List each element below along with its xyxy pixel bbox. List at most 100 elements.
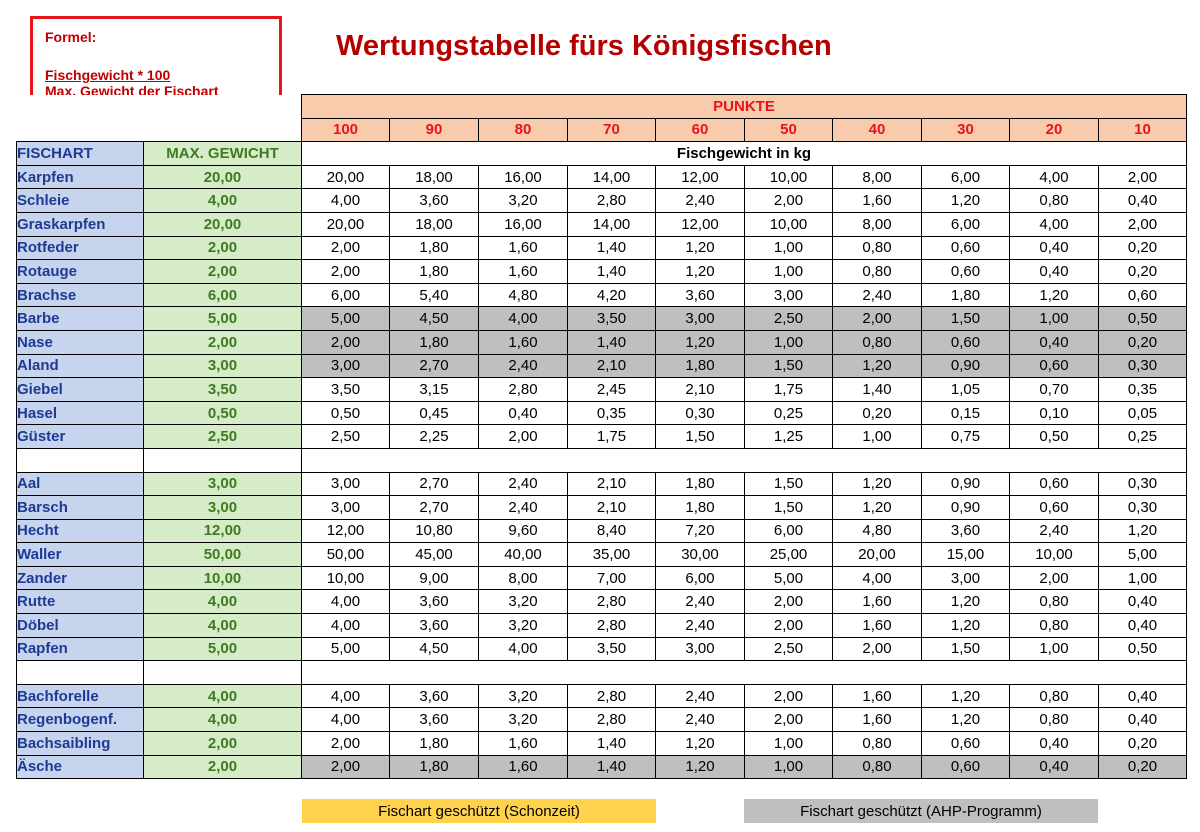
weight-cell: 0,90: [921, 495, 1010, 520]
weight-cell: 1,20: [655, 235, 745, 261]
fish-name: Brachse: [16, 282, 144, 308]
weight-cell: 1,40: [567, 329, 656, 355]
fish-name: Schleie: [16, 188, 144, 213]
weight-cell: 5,00: [744, 565, 833, 591]
weight-cell: 1,80: [921, 282, 1010, 308]
weight-cell: 4,00: [301, 613, 390, 638]
weight-cell: 10,00: [1009, 542, 1099, 567]
weight-cell: 1,05: [921, 377, 1010, 402]
weight-cell: 1,40: [832, 377, 922, 402]
weight-cell: 2,40: [655, 589, 745, 615]
weight-cell: 1,20: [921, 707, 1010, 733]
max-weight: 2,00: [143, 754, 302, 780]
legend-ahp: Fischart geschützt (AHP-Programm): [744, 799, 1098, 823]
weight-cell: 3,50: [301, 377, 390, 402]
weight-cell: 0,35: [567, 400, 656, 426]
points-header-cell: 20: [1009, 117, 1099, 143]
weight-cell: 1,50: [744, 353, 833, 379]
fish-name: Waller: [16, 542, 144, 567]
fish-name: Rotauge: [16, 259, 144, 284]
weight-cell: 2,00: [832, 636, 922, 662]
weight-cell: 1,60: [832, 707, 922, 733]
weight-cell: 4,00: [1009, 164, 1099, 190]
weight-cell: 1,80: [655, 495, 745, 520]
max-weight: 4,00: [143, 707, 302, 733]
punkte-header: PUNKTE: [300, 94, 1188, 119]
max-weight: 4,00: [143, 683, 302, 709]
weight-cell: 2,50: [744, 636, 833, 662]
weight-cell: 0,20: [1097, 329, 1188, 355]
weight-cell: 4,80: [832, 518, 922, 544]
weight-cell: 1,50: [921, 306, 1010, 331]
weight-cell: 5,40: [389, 282, 479, 308]
weight-cell: 0,20: [1097, 259, 1188, 284]
weight-cell: 0,60: [921, 235, 1010, 261]
fish-name: Regenbogenf.: [16, 707, 144, 733]
weight-cell: 2,70: [389, 495, 479, 520]
weight-cell: 1,20: [921, 613, 1010, 638]
table-row: Zander 10,00 10,00 9,00 8,00 7,00 6,00 5,00 4,00…: [16, 565, 1188, 591]
table-row: Rutte 4,00 4,00 3,60 3,20 2,80 2,40 2,00 1,60 1,2…: [16, 589, 1188, 615]
weight-cell: 2,00: [1097, 211, 1188, 237]
weight-cell: 1,20: [921, 683, 1010, 709]
weight-cell: 35,00: [567, 542, 656, 567]
max-weight: 6,00: [143, 282, 302, 308]
points-header-cell: 40: [832, 117, 922, 143]
weight-cell: 1,50: [921, 636, 1010, 662]
weight-cell: 1,00: [744, 235, 833, 261]
weight-cell: 0,40: [478, 400, 568, 426]
max-weight: 12,00: [143, 518, 302, 544]
weight-cell: 4,00: [301, 707, 390, 733]
fish-name: Barbe: [16, 306, 144, 331]
fish-name: Döbel: [16, 613, 144, 638]
max-weight: 0,50: [143, 400, 302, 426]
weight-cell: 14,00: [567, 211, 656, 237]
weight-cell: 12,00: [301, 518, 390, 544]
page-title: Wertungstabelle fürs Königsfischen: [336, 30, 832, 62]
max-weight: 4,00: [143, 589, 302, 615]
max-weight: 3,00: [143, 495, 302, 520]
fish-name: Nase: [16, 329, 144, 355]
weight-cell: 1,00: [1009, 306, 1099, 331]
weight-cell: 30,00: [655, 542, 745, 567]
weight-cell: 1,60: [478, 754, 568, 780]
table-row: Nase 2,00 2,00 1,80 1,60 1,40 1,20 1,00 0,80 0,60…: [16, 329, 1188, 355]
fish-name: Rotfeder: [16, 235, 144, 261]
weight-cell: 2,00: [1009, 565, 1099, 591]
weight-cell: 16,00: [478, 164, 568, 190]
max-weight: 4,00: [143, 613, 302, 638]
weight-cell: 1,00: [744, 731, 833, 756]
weight-cell: 2,80: [567, 683, 656, 709]
weight-cell: 0,20: [1097, 235, 1188, 261]
points-header-cell: 60: [655, 117, 745, 143]
points-header-cell: 90: [389, 117, 479, 143]
weight-cell: 3,60: [389, 589, 479, 615]
table-row: Hasel 0,50 0,50 0,45 0,40 0,35 0,30 0,25 0,20 0,1…: [16, 400, 1188, 426]
weight-cell: 0,80: [1009, 589, 1099, 615]
weight-cell: 0,50: [1097, 306, 1188, 331]
weight-cell: 1,20: [1009, 282, 1099, 308]
weight-cell: 0,80: [832, 235, 922, 261]
max-weight: 2,50: [143, 424, 302, 449]
fish-name: Bachsaibling: [16, 731, 144, 756]
weight-cell: 3,50: [567, 306, 656, 331]
weight-cell: 1,20: [655, 259, 745, 284]
weight-cell: 4,00: [478, 636, 568, 662]
weight-cell: 3,60: [921, 518, 1010, 544]
table-row: Karpfen 20,00 20,00 18,00 16,00 14,00 12,00 10,…: [16, 164, 1188, 190]
weight-cell: 50,00: [301, 542, 390, 567]
weight-cell: 2,70: [389, 471, 479, 497]
weight-cell: 4,50: [389, 306, 479, 331]
table-row: Rotfeder 2,00 2,00 1,80 1,60 1,40 1,20 1,00 0,80…: [16, 235, 1188, 261]
weight-cell: 1,50: [744, 471, 833, 497]
weight-cell: 1,40: [567, 235, 656, 261]
weight-cell: 2,10: [655, 377, 745, 402]
weight-cell: 1,60: [832, 683, 922, 709]
fish-name: Hecht: [16, 518, 144, 544]
fish-name: Rapfen: [16, 636, 144, 662]
weight-cell: 4,00: [478, 306, 568, 331]
table-row: Aal 3,00 3,00 2,70 2,40 2,10 1,80 1,50 1,20 0,90 0…: [16, 471, 1188, 497]
score-table: PUNKTE 100 90 80 70 60 50 40 30 20 10 FISCHART MA…: [16, 94, 1188, 780]
weight-cell: 1,20: [832, 495, 922, 520]
weight-cell: 0,60: [1009, 495, 1099, 520]
